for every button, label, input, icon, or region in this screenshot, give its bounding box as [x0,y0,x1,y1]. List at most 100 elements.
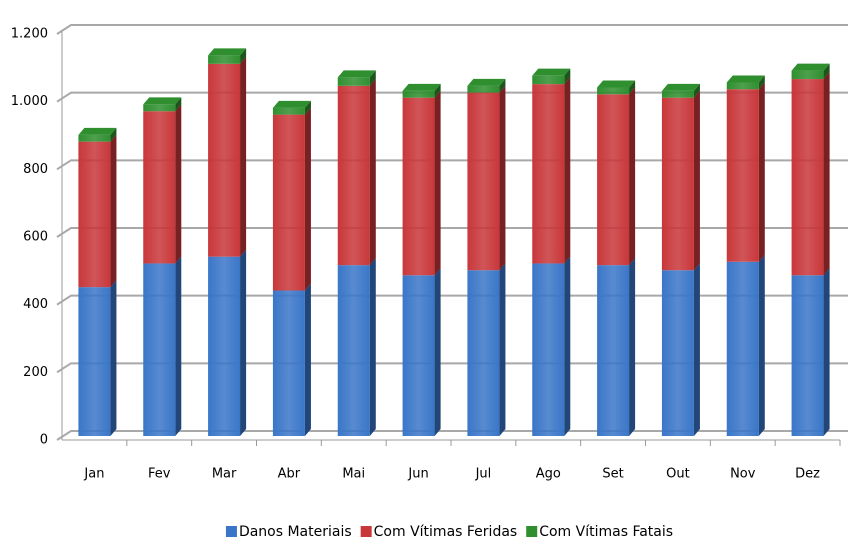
bar [532,75,565,85]
x-tick-label: Nov [730,467,756,482]
bar-side [693,83,700,98]
bar [661,270,694,436]
legend-swatch [526,526,538,537]
bar [661,90,694,98]
bar-side [758,82,765,262]
bar-top [337,70,376,78]
bar [791,275,824,436]
grid-line [56,159,848,171]
bar-top [597,80,636,88]
x-tick-label: Jul [475,467,492,482]
bar [337,85,370,266]
bar-side-shade [434,268,441,436]
bar-side [175,104,182,264]
bar-top [661,83,700,91]
bar [532,263,565,436]
bar-side-shade [823,72,830,276]
bar-side-shade [564,256,571,436]
bar-side [304,107,311,291]
bar-side-shade [823,63,830,80]
bar [78,141,111,288]
bar-side [629,80,636,95]
bar-side [369,78,376,266]
bar-side-shade [693,263,700,436]
grid-line [56,24,848,35]
x-tick-label: Set [602,467,623,482]
bar-side [629,258,636,436]
bar-side [240,56,247,257]
y-tick-label: 1.200 [11,27,48,42]
bar-side [434,90,441,276]
bar-side [823,268,830,436]
bar-side-shade [693,90,700,271]
x-tick-label: Jan [83,467,104,482]
bar-side [758,254,765,436]
y-tick-label: 1.000 [11,94,48,109]
bar-side-shade [175,104,182,264]
bar [791,79,824,276]
bar-top [726,75,765,83]
y-tick-label: 600 [23,230,48,245]
bar-side [110,280,117,436]
legend-swatch [360,526,372,537]
bar [597,265,630,436]
bar [726,89,759,262]
x-tick-label: Fev [148,467,171,482]
bar-side [175,97,182,112]
bar-side-shade [175,256,182,436]
bar-side [434,83,441,98]
y-tick-label: 0 [40,433,48,448]
bar-side-shade [369,258,376,436]
bar [272,107,305,115]
bar-side-shade [499,85,506,271]
legend-label: Danos Materiais [239,524,352,540]
bar-side [304,100,311,115]
bar-side [369,70,376,86]
x-tick-label: Abr [278,467,301,482]
x-tick-label: Out [666,467,690,482]
bar-side-shade [499,78,506,93]
x-tick-label: Dez [795,467,820,482]
bar-side-shade [240,56,247,257]
bar [726,261,759,436]
bar [402,90,435,98]
bar-side [240,249,247,436]
bar-top [402,83,441,91]
bar-side-shade [110,127,117,142]
bar [726,82,759,90]
x-tick-label: Ago [536,467,561,482]
legend-label: Com Vítimas Fatais [539,524,673,540]
bar-side [110,134,117,288]
bar-side-shade [110,134,117,288]
bar-side-shade [434,90,441,276]
bar-side [693,90,700,271]
x-tick-label: Mai [342,467,365,482]
bar [143,111,176,264]
bar [208,256,241,436]
bar-top [532,68,571,76]
bar [791,70,824,80]
bar-side [304,283,311,436]
bar-top [272,100,311,108]
bar-side [564,77,571,264]
bar-side [175,256,182,436]
bar-top [143,97,182,105]
bar [402,275,435,436]
bar-side [693,263,700,436]
bar-side-shade [304,100,311,115]
bar-side [629,87,636,266]
bar-side [434,268,441,436]
legend-swatch [225,526,237,537]
bar-side-shade [564,68,571,85]
bar-side-shade [629,258,636,436]
bar [272,290,305,436]
bar-side-shade [758,254,765,436]
bar-side-shade [369,70,376,86]
y-tick-label: 800 [23,162,48,177]
grid-line [56,227,848,238]
legend-label: Com Vítimas Feridas [374,524,518,540]
bar [337,265,370,436]
bar-side-shade [499,263,506,436]
bar [143,263,176,436]
